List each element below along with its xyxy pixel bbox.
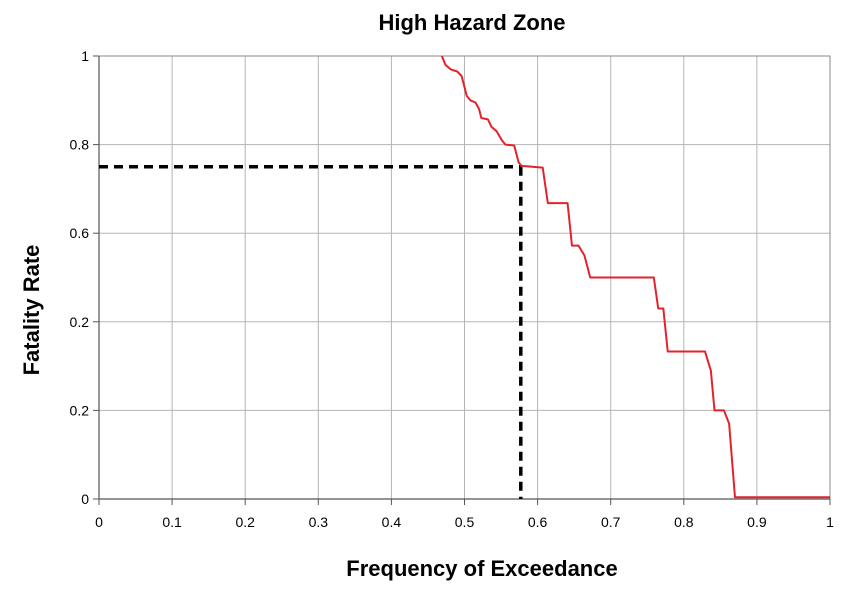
chart-title: High Hazard Zone <box>378 10 565 35</box>
y-tick-label: 0.8 <box>70 137 90 153</box>
y-axis-label: Fatality Rate <box>19 245 44 376</box>
y-tick-label: 0.2 <box>70 314 90 330</box>
data-series <box>440 55 830 499</box>
x-tick-label: 0.7 <box>601 514 621 530</box>
x-tick-label: 0.9 <box>747 514 767 530</box>
fatality-rate-series-line <box>440 55 830 499</box>
x-tick-label: 0.3 <box>309 514 329 530</box>
x-tick-label: 0.8 <box>674 514 694 530</box>
tick-labels: 0 0.1 0.2 0.3 0.4 0.5 0.6 0.7 0.8 0.9 1 0 0.2 0.2 0.6 0… <box>70 48 835 530</box>
x-tick-label: 0.5 <box>455 514 475 530</box>
y-tick-label: 0.2 <box>70 402 90 418</box>
y-tick-label: 0.6 <box>70 225 90 241</box>
y-tick-label: 1 <box>81 48 89 64</box>
x-tick-label: 0.4 <box>382 514 402 530</box>
grid-lines <box>98 55 831 500</box>
x-tick-label: 0 <box>95 514 103 530</box>
x-tick-label: 0.2 <box>235 514 255 530</box>
x-axis-label: Frequency of Exceedance <box>346 556 617 581</box>
x-tick-label: 0.1 <box>162 514 182 530</box>
x-tick-label: 1 <box>826 514 834 530</box>
x-tick-label: 0.6 <box>528 514 548 530</box>
y-tick-label: 0 <box>81 491 89 507</box>
reference-lines <box>99 165 523 499</box>
